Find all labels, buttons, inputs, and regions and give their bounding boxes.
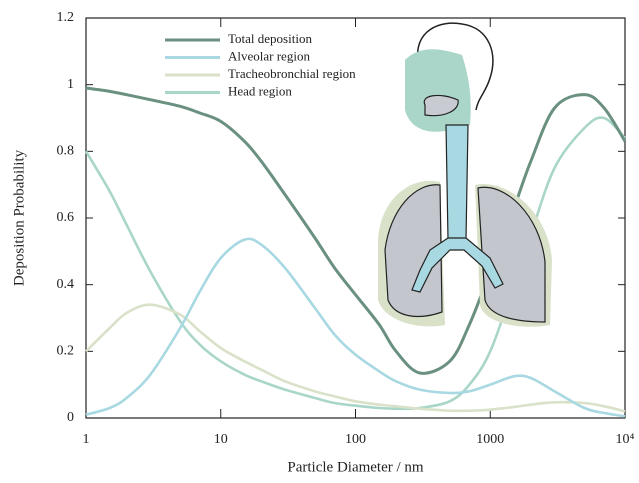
nasal-cavity [423, 94, 459, 117]
legend-label: Head region [228, 83, 292, 98]
y-tick-label: 0 [67, 410, 74, 425]
head-outline [416, 22, 494, 111]
y-tick-label: 1 [67, 77, 74, 92]
series-line [85, 86, 627, 375]
bronchi [411, 237, 504, 293]
series-line [85, 303, 626, 413]
y-tick-label: 1.2 [57, 10, 75, 25]
legend-label: Alveolar region [228, 48, 310, 63]
x-tick-label: 1 [83, 432, 90, 447]
y-tick-label: 0.4 [57, 277, 75, 292]
y-axis-label: Deposition Probability [11, 149, 27, 286]
y-tick-label: 0.8 [57, 144, 75, 159]
y-tick-label: 0.2 [57, 344, 75, 359]
respiratory-illustration [378, 22, 552, 327]
x-axis-label: Particle Diameter / nm [287, 459, 424, 475]
x-tick-label: 1000 [476, 432, 504, 447]
trachea [445, 124, 469, 241]
head-region [405, 49, 471, 132]
x-tick-label: 10⁴ [616, 432, 635, 447]
y-tick-label: 0.6 [57, 210, 75, 225]
series-line [85, 237, 626, 418]
legend-label: Total deposition [228, 31, 312, 46]
x-tick-label: 100 [345, 432, 366, 447]
right-lung [477, 186, 546, 323]
left-lung [384, 184, 443, 318]
legend-label: Tracheobronchial region [228, 66, 356, 81]
x-tick-label: 10 [214, 432, 228, 447]
